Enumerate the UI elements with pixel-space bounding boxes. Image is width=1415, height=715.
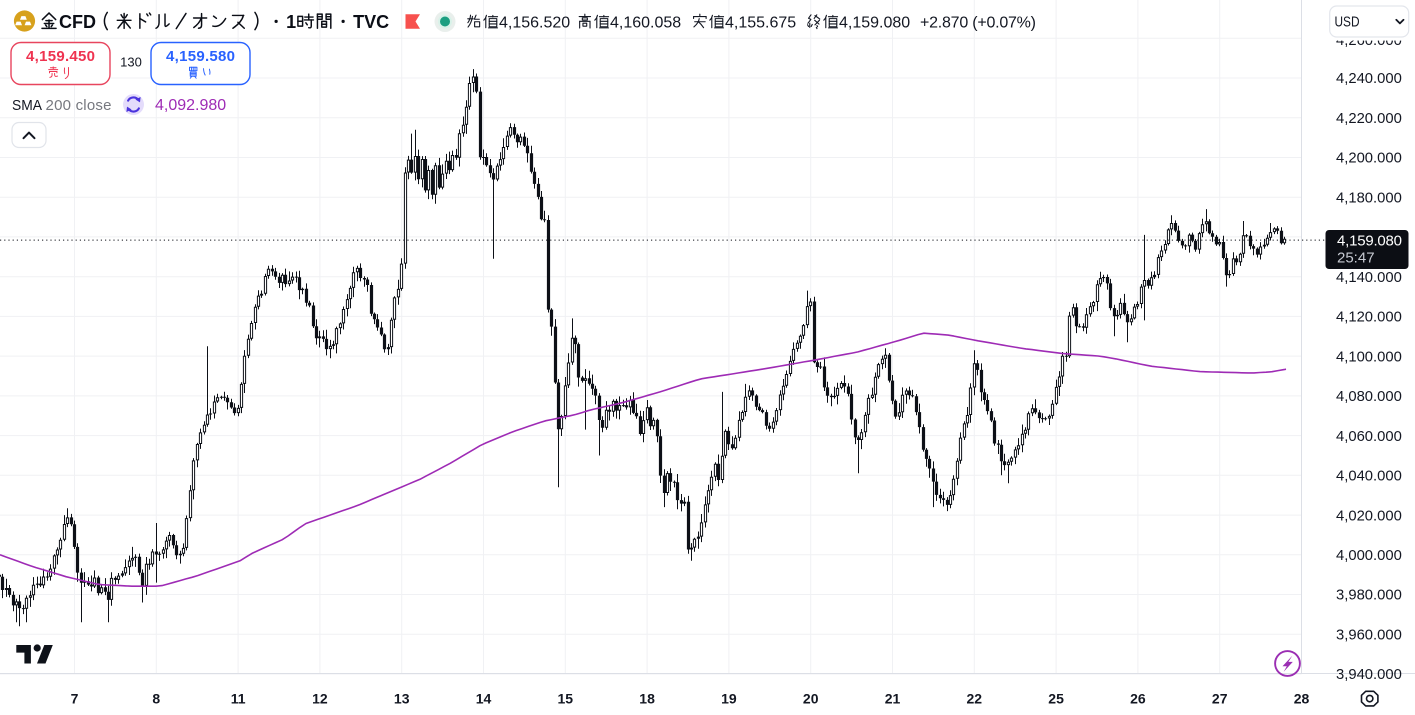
- svg-text:22: 22: [967, 691, 983, 707]
- svg-text:11: 11: [231, 691, 246, 707]
- svg-text:28: 28: [1294, 691, 1310, 707]
- svg-text:4,159.080: 4,159.080: [1337, 233, 1402, 250]
- svg-text:SMA: SMA: [12, 97, 42, 114]
- svg-text:4,100.000: 4,100.000: [1336, 349, 1402, 365]
- svg-text:4,140.000: 4,140.000: [1336, 270, 1402, 286]
- svg-text:14: 14: [476, 691, 492, 707]
- svg-text:130: 130: [120, 55, 142, 70]
- svg-text:18: 18: [639, 691, 655, 707]
- svg-text:4,200.000: 4,200.000: [1336, 151, 1402, 167]
- svg-text:USD: USD: [1335, 14, 1360, 31]
- svg-text:3,940.000: 3,940.000: [1336, 667, 1402, 683]
- svg-text:27: 27: [1212, 691, 1228, 707]
- svg-text:1: 1: [286, 12, 296, 32]
- svg-text:21: 21: [885, 691, 901, 707]
- svg-text:20: 20: [803, 691, 819, 707]
- svg-text:4,080.000: 4,080.000: [1336, 389, 1402, 405]
- svg-text:19: 19: [721, 691, 737, 707]
- svg-text:+2.870 (+0.07%): +2.870 (+0.07%): [920, 15, 1036, 32]
- svg-text:3,980.000: 3,980.000: [1336, 588, 1402, 604]
- svg-text:4,180.000: 4,180.000: [1336, 190, 1402, 206]
- svg-text:TVC: TVC: [353, 12, 389, 32]
- svg-text:4,060.000: 4,060.000: [1336, 429, 1402, 445]
- svg-text:4,160.058: 4,160.058: [610, 15, 681, 32]
- svg-text:26: 26: [1130, 691, 1146, 707]
- svg-text:25: 25: [1048, 691, 1064, 707]
- svg-text:CFD: CFD: [59, 12, 96, 32]
- svg-text:200 close: 200 close: [46, 97, 112, 114]
- svg-text:8: 8: [152, 691, 160, 707]
- svg-text:12: 12: [312, 691, 328, 707]
- svg-text:7: 7: [71, 691, 79, 707]
- svg-text:13: 13: [394, 691, 410, 707]
- svg-text:4,220.000: 4,220.000: [1336, 111, 1402, 127]
- svg-text:4,159.580: 4,159.580: [166, 48, 235, 65]
- svg-text:4,156.520: 4,156.520: [499, 15, 570, 32]
- svg-text:4,159.080: 4,159.080: [839, 15, 910, 32]
- svg-text:4,092.980: 4,092.980: [155, 97, 226, 114]
- svg-text:4,020.000: 4,020.000: [1336, 508, 1402, 524]
- svg-text:4,159.450: 4,159.450: [26, 48, 95, 65]
- svg-text:4,240.000: 4,240.000: [1336, 71, 1402, 87]
- svg-text:4,000.000: 4,000.000: [1336, 548, 1402, 564]
- svg-text:4,120.000: 4,120.000: [1336, 310, 1402, 326]
- svg-text:25:47: 25:47: [1337, 250, 1375, 267]
- svg-text:4,040.000: 4,040.000: [1336, 469, 1402, 485]
- svg-text:3,960.000: 3,960.000: [1336, 628, 1402, 644]
- svg-text:15: 15: [558, 691, 574, 707]
- svg-text:4,155.675: 4,155.675: [725, 15, 796, 32]
